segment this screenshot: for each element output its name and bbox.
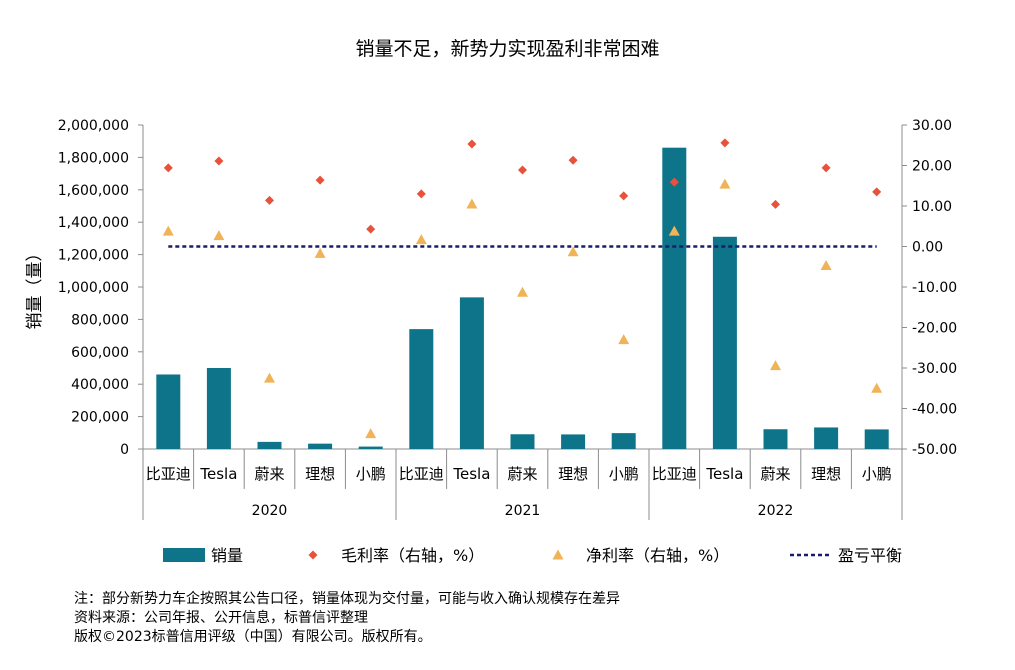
group-label: 2021 <box>505 503 541 519</box>
y2-tick-label: -30.00 <box>912 361 957 377</box>
y2-tick-label: 10.00 <box>912 199 952 215</box>
gross-margin-point <box>518 165 527 175</box>
x-tick-label: 理想 <box>305 465 335 483</box>
copyright-text: 版权©2023标普信用评级（中国）有限公司。版权所有。 <box>74 629 432 645</box>
x-tick-label: 理想 <box>558 465 588 483</box>
bar <box>611 433 636 449</box>
gross-margin-point <box>214 156 224 166</box>
y-tick-label: 1,200,000 <box>58 248 129 264</box>
bar <box>864 429 889 449</box>
bar <box>561 434 586 449</box>
gross-margin-point <box>568 155 578 165</box>
legend-swatch-diamond <box>308 550 318 560</box>
gross-margin-point <box>467 139 477 149</box>
net-margin-point <box>213 230 225 241</box>
gross-margin-point <box>872 187 882 197</box>
x-tick-label: 蔚来 <box>254 465 284 483</box>
net-margin-point <box>264 372 275 383</box>
x-tick-label: 比亚迪 <box>146 465 191 483</box>
bar <box>712 236 737 449</box>
y-tick-label: 800,000 <box>71 312 129 328</box>
y-tick-label: 1,400,000 <box>58 215 129 231</box>
bar <box>510 434 535 449</box>
gross-margin-point <box>366 224 376 234</box>
group-label: 2020 <box>252 503 288 519</box>
x-tick-label: Tesla <box>705 465 743 483</box>
bar <box>763 429 788 449</box>
x-tick-label: 理想 <box>811 465 841 483</box>
bar <box>257 441 282 449</box>
gross-margin-point <box>720 138 730 148</box>
gross-margin-point <box>416 189 426 199</box>
bar <box>308 443 333 449</box>
y-tick-label: 400,000 <box>71 377 129 393</box>
legend-label: 盈亏平衡 <box>838 546 902 565</box>
gross-margin-point <box>771 199 780 209</box>
legend-label: 毛利率（右轴，%） <box>341 546 484 565</box>
bar <box>156 374 181 449</box>
x-tick-label: 小鹏 <box>356 465 386 483</box>
y-tick-label: 1,800,000 <box>58 150 129 166</box>
x-tick-label: 小鹏 <box>609 465 639 483</box>
y2-tick-label: 0.00 <box>912 240 943 256</box>
net-margin-point <box>162 225 174 236</box>
x-tick-label: 比亚迪 <box>399 465 444 483</box>
y-axis-label: 销量（量） <box>25 245 45 330</box>
legend-swatch-bar <box>163 548 205 562</box>
x-tick-label: 蔚来 <box>507 465 537 483</box>
y-tick-label: 600,000 <box>71 345 129 361</box>
source-text: 资料来源：公司年报、公开信息，标普信评整理 <box>74 610 368 626</box>
gross-margin-point <box>265 195 274 205</box>
x-tick-label: 小鹏 <box>862 465 892 483</box>
legend-label: 净利率（右轴，%） <box>586 546 729 565</box>
y-tick-label: 1,600,000 <box>58 183 129 199</box>
y2-tick-label: 20.00 <box>912 159 952 175</box>
net-margin-point <box>668 225 680 236</box>
bar <box>206 368 231 449</box>
legend-swatch-triangle <box>552 549 564 560</box>
note-text: 注：部分新势力车企按照其公告口径，销量体现为交付量，可能与收入确认规模存在差异 <box>74 591 620 607</box>
gross-margin-point <box>315 175 325 185</box>
net-margin-point <box>567 246 579 257</box>
net-margin-point <box>466 198 478 209</box>
x-tick-label: Tesla <box>452 465 490 483</box>
net-margin-point <box>719 178 731 189</box>
x-tick-label: 比亚迪 <box>652 465 697 483</box>
y2-tick-label: -50.00 <box>912 442 957 458</box>
net-margin-point <box>415 234 427 245</box>
y-tick-label: 0 <box>120 442 129 458</box>
bar <box>814 427 839 449</box>
net-margin-point <box>517 286 528 297</box>
bar <box>662 147 687 449</box>
bar <box>358 446 383 449</box>
net-margin-point <box>365 428 377 439</box>
group-label: 2022 <box>758 503 794 519</box>
y-tick-label: 2,000,000 <box>58 118 129 134</box>
y2-tick-label: -20.00 <box>912 321 957 337</box>
y2-tick-label: -10.00 <box>912 280 957 296</box>
gross-margin-point <box>163 163 173 173</box>
legend-label: 销量 <box>211 546 243 565</box>
gross-margin-point <box>821 163 831 173</box>
chart-notes: 注：部分新势力车企按照其公告口径，销量体现为交付量，可能与收入确认规模存在差异 … <box>74 590 620 647</box>
gross-margin-point <box>619 191 629 201</box>
net-margin-point <box>314 247 326 258</box>
y2-tick-label: 30.00 <box>912 118 952 134</box>
net-margin-point <box>820 260 832 271</box>
bar <box>459 297 484 449</box>
y-tick-label: 200,000 <box>71 410 129 426</box>
net-margin-point <box>871 382 883 393</box>
net-margin-point <box>618 334 630 345</box>
gross-margin-point <box>669 177 679 187</box>
chart-title: 销量不足，新势力实现盈利非常困难 <box>355 38 660 60</box>
x-tick-label: Tesla <box>199 465 237 483</box>
bar <box>409 329 434 449</box>
y-tick-label: 1,000,000 <box>58 280 129 296</box>
net-margin-point <box>770 360 781 371</box>
x-tick-label: 蔚来 <box>760 465 790 483</box>
y2-tick-label: -40.00 <box>912 402 957 418</box>
